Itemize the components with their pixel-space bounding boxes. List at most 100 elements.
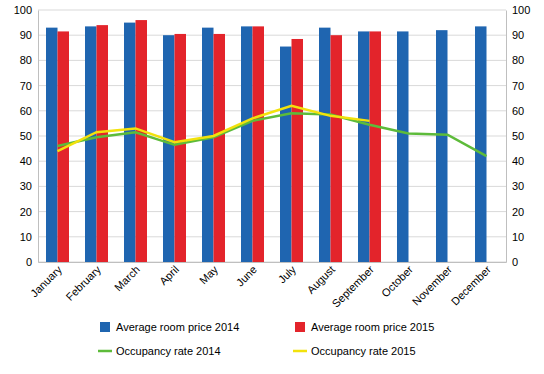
bar — [214, 34, 226, 262]
tick: 80 — [506, 54, 524, 66]
bar-series — [46, 23, 487, 262]
tick-label: 70 — [512, 80, 524, 92]
bar — [97, 25, 109, 262]
tick: September — [330, 262, 377, 310]
chart: 0 10 20 30 40 50 60 70 80 90 100 0 10 20 30 40 50 60 70 80 9… — [0, 0, 544, 374]
legend-symbol — [295, 322, 305, 332]
tick-label: February — [63, 263, 103, 303]
tick-label: 30 — [512, 180, 524, 192]
tick: February — [63, 262, 103, 303]
tick-label: 50 — [20, 130, 32, 142]
bar — [202, 28, 214, 262]
tick-label: 10 — [20, 231, 32, 243]
bar — [124, 23, 136, 262]
bar — [136, 20, 148, 262]
bar — [46, 28, 58, 262]
tick-label: 10 — [512, 231, 524, 243]
x-axis: JanuaryFebruary March April May June JulyAugu… — [28, 262, 507, 310]
tick: 70 — [20, 80, 38, 92]
tick-label: 40 — [20, 155, 32, 167]
grid-line — [38, 60, 506, 61]
tick: 60 — [20, 105, 38, 117]
tick-label: 80 — [20, 54, 32, 66]
bar — [280, 47, 292, 262]
tick: March — [112, 262, 142, 293]
bar — [475, 26, 487, 262]
tick-label: 90 — [512, 29, 524, 41]
tick: 100 — [506, 4, 530, 16]
grid-line — [38, 236, 506, 237]
grid-line — [38, 85, 506, 86]
tick-label: March — [112, 263, 142, 293]
line — [58, 113, 487, 156]
tick: 90 — [20, 29, 38, 41]
tick: 30 — [20, 180, 38, 192]
tick: 10 — [506, 231, 524, 243]
bar — [436, 30, 448, 262]
tick-label: 60 — [512, 105, 524, 117]
tick: 90 — [506, 29, 524, 41]
legend-symbol — [100, 322, 110, 332]
tick-label: 70 — [20, 80, 32, 92]
tick-label: July — [276, 263, 299, 286]
legend: Average room price 2014 Average room pric… — [98, 321, 434, 357]
tick: May — [197, 262, 221, 286]
tick: June — [234, 262, 259, 289]
tick: October — [379, 262, 415, 299]
tick-label: January — [28, 263, 65, 300]
tick-label: 60 — [20, 105, 32, 117]
tick: 40 — [20, 155, 38, 167]
axis-line — [38, 11, 39, 263]
tick-label: 20 — [20, 206, 32, 218]
tick-label: May — [197, 263, 221, 287]
tick: 0 — [26, 256, 38, 268]
bar — [175, 34, 187, 262]
tick: April — [157, 262, 181, 287]
bar — [85, 26, 97, 262]
legend-item: Occupancy rate 2014 — [98, 345, 221, 357]
tick-label: 100 — [14, 4, 32, 16]
bar — [292, 39, 304, 262]
tick: 30 — [506, 180, 524, 192]
tick-label: August — [304, 263, 337, 296]
axis-line — [506, 11, 507, 263]
tick: 80 — [20, 54, 38, 66]
bar — [370, 31, 382, 262]
legend-label: Average room price 2015 — [311, 321, 434, 333]
legend-label: Average room price 2014 — [116, 321, 239, 333]
grid — [38, 10, 506, 262]
tick-label: 40 — [512, 155, 524, 167]
tick: 20 — [506, 206, 524, 218]
grid-line — [38, 186, 506, 187]
tick: January — [28, 262, 65, 299]
tick: November — [410, 262, 455, 308]
grid-line — [38, 161, 506, 162]
bar — [358, 31, 370, 262]
tick-label: 0 — [26, 256, 32, 268]
tick: 10 — [20, 231, 38, 243]
tick-label: 80 — [512, 54, 524, 66]
tick: 100 — [14, 4, 38, 16]
grid-line — [38, 10, 506, 11]
tick: 50 — [506, 130, 524, 142]
tick-label: November — [410, 263, 455, 308]
tick: 50 — [20, 130, 38, 142]
bar — [253, 26, 265, 262]
legend-item: Average room price 2014 — [100, 321, 239, 333]
tick: 40 — [506, 155, 524, 167]
tick: August — [304, 262, 337, 296]
legend-item: Occupancy rate 2015 — [293, 345, 416, 357]
tick-label: 30 — [20, 180, 32, 192]
tick: 70 — [506, 80, 524, 92]
legend-label: Occupancy rate 2015 — [311, 345, 416, 357]
bar — [163, 35, 175, 262]
tick-label: 0 — [512, 256, 518, 268]
tick: 60 — [506, 105, 524, 117]
tick: 0 — [506, 256, 518, 268]
y-axis: 0 10 20 30 40 50 60 70 80 90 100 — [14, 4, 39, 268]
plot-area — [46, 20, 487, 262]
tick-label: April — [157, 263, 181, 287]
axis-line — [39, 262, 507, 263]
tick-label: 50 — [512, 130, 524, 142]
tick-label: 20 — [512, 206, 524, 218]
